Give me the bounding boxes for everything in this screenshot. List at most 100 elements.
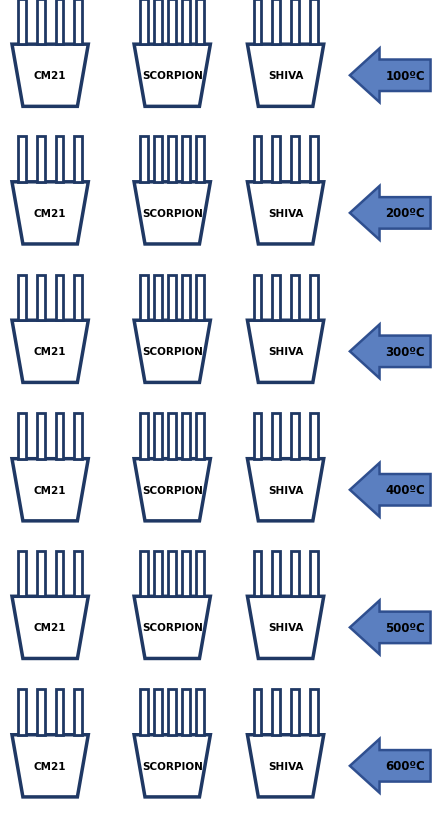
Polygon shape: [12, 596, 88, 659]
Bar: [272, 275, 280, 321]
Text: 300ºC: 300ºC: [385, 345, 425, 359]
Bar: [140, 551, 148, 596]
Text: SCORPION: SCORPION: [142, 485, 203, 495]
Text: CM21: CM21: [34, 485, 66, 495]
Polygon shape: [350, 464, 431, 517]
Bar: [254, 414, 262, 460]
Bar: [168, 551, 176, 596]
Bar: [75, 137, 82, 183]
Bar: [310, 551, 318, 596]
Bar: [154, 0, 162, 45]
Bar: [196, 0, 204, 45]
Bar: [154, 414, 162, 460]
Bar: [310, 275, 318, 321]
Text: SHIVA: SHIVA: [268, 347, 303, 357]
Bar: [140, 0, 148, 45]
Text: 100ºC: 100ºC: [385, 70, 425, 83]
Bar: [37, 689, 44, 735]
Bar: [291, 551, 299, 596]
Bar: [56, 689, 64, 735]
Text: CM21: CM21: [34, 761, 66, 771]
Bar: [196, 414, 204, 460]
Bar: [272, 551, 280, 596]
Bar: [140, 137, 148, 183]
Bar: [56, 137, 64, 183]
Text: SCORPION: SCORPION: [142, 761, 203, 771]
Bar: [75, 414, 82, 460]
Bar: [182, 551, 190, 596]
Text: 500ºC: 500ºC: [385, 621, 425, 634]
Polygon shape: [134, 460, 210, 522]
Text: CM21: CM21: [34, 347, 66, 357]
Bar: [168, 414, 176, 460]
Bar: [37, 137, 44, 183]
Polygon shape: [350, 601, 431, 654]
Polygon shape: [12, 735, 88, 797]
Bar: [196, 551, 204, 596]
Bar: [37, 551, 44, 596]
Bar: [272, 689, 280, 735]
Bar: [154, 689, 162, 735]
Text: SHIVA: SHIVA: [268, 485, 303, 495]
Bar: [154, 275, 162, 321]
Bar: [291, 689, 299, 735]
Bar: [56, 414, 64, 460]
Bar: [140, 689, 148, 735]
Bar: [196, 689, 204, 735]
Bar: [75, 275, 82, 321]
Bar: [291, 275, 299, 321]
Text: SHIVA: SHIVA: [268, 761, 303, 771]
Polygon shape: [12, 45, 88, 107]
Bar: [272, 137, 280, 183]
Bar: [182, 689, 190, 735]
Polygon shape: [134, 321, 210, 383]
Bar: [182, 137, 190, 183]
Polygon shape: [248, 735, 324, 797]
Bar: [168, 137, 176, 183]
Polygon shape: [134, 183, 210, 245]
Polygon shape: [134, 596, 210, 659]
Text: CM21: CM21: [34, 623, 66, 633]
Bar: [310, 414, 318, 460]
Bar: [168, 275, 176, 321]
Bar: [56, 0, 64, 45]
Bar: [37, 275, 44, 321]
Text: SCORPION: SCORPION: [142, 347, 203, 357]
Text: 600ºC: 600ºC: [385, 759, 425, 773]
Text: SCORPION: SCORPION: [142, 71, 203, 81]
Polygon shape: [134, 45, 210, 107]
Bar: [254, 275, 262, 321]
Bar: [75, 689, 82, 735]
Bar: [140, 275, 148, 321]
Polygon shape: [350, 187, 431, 240]
Bar: [168, 689, 176, 735]
Bar: [182, 0, 190, 45]
Polygon shape: [350, 50, 431, 103]
Bar: [18, 551, 26, 596]
Bar: [56, 551, 64, 596]
Bar: [37, 0, 44, 45]
Polygon shape: [12, 321, 88, 383]
Bar: [254, 551, 262, 596]
Bar: [154, 551, 162, 596]
Bar: [310, 137, 318, 183]
Bar: [291, 414, 299, 460]
Polygon shape: [134, 735, 210, 797]
Polygon shape: [248, 183, 324, 245]
Bar: [182, 414, 190, 460]
Text: SHIVA: SHIVA: [268, 623, 303, 633]
Bar: [18, 137, 26, 183]
Text: SHIVA: SHIVA: [268, 71, 303, 81]
Bar: [310, 689, 318, 735]
Bar: [254, 689, 262, 735]
Polygon shape: [248, 321, 324, 383]
Text: SCORPION: SCORPION: [142, 623, 203, 633]
Bar: [18, 0, 26, 45]
Bar: [140, 414, 148, 460]
Polygon shape: [12, 183, 88, 245]
Text: SHIVA: SHIVA: [268, 209, 303, 219]
Bar: [272, 0, 280, 45]
Polygon shape: [248, 460, 324, 522]
Bar: [291, 0, 299, 45]
Bar: [310, 0, 318, 45]
